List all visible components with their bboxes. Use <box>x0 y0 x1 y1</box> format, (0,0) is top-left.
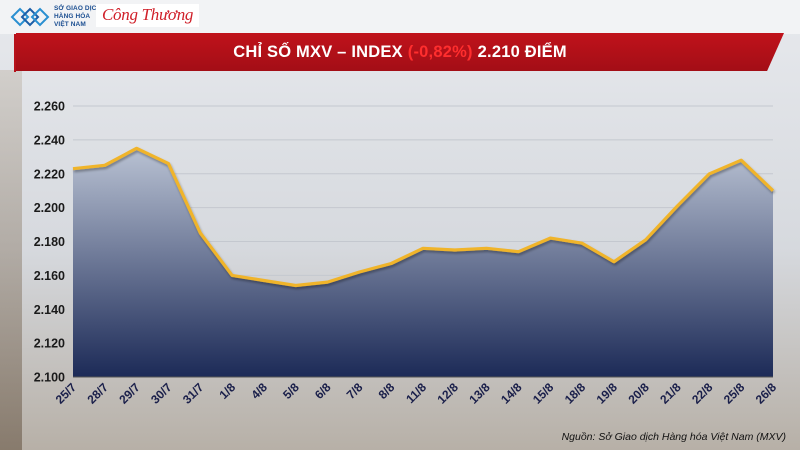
y-axis-ticks: 2.100 2.120 2.140 2.160 2.180 2.200 2.220 2.240… <box>34 100 65 385</box>
x-tick-label: 7/8 <box>344 380 366 402</box>
y-tick-label: 2.140 <box>34 303 65 317</box>
title-suffix: 2.210 ĐIỂM <box>477 42 567 61</box>
y-tick-label: 2.180 <box>34 235 65 249</box>
background-left-strip <box>0 70 22 450</box>
y-tick-label: 2.200 <box>34 201 65 215</box>
mxv-logo-line2: HÀNG HÓA <box>54 13 91 20</box>
mxv-logo-line3: VIỆT NAM <box>54 21 86 28</box>
x-tick-label: 15/8 <box>530 380 557 407</box>
x-tick-label: 14/8 <box>498 380 525 407</box>
y-tick-label: 2.220 <box>34 167 65 181</box>
series-line <box>72 146 775 288</box>
x-tick-label: 30/7 <box>148 380 175 407</box>
x-tick-label: 26/8 <box>753 380 780 407</box>
chart-title: CHỈ SỐ MXV – INDEX (-0,82%) 2.210 ĐIỂM <box>16 33 784 71</box>
x-tick-label: 6/8 <box>312 380 334 402</box>
x-tick-label: 25/8 <box>721 380 748 407</box>
y-tick-label: 2.120 <box>34 337 65 351</box>
x-tick-label: 21/8 <box>657 380 684 407</box>
x-axis-ticks: 25/7 28/7 29/7 30/7 31/7 1/8 4/8 5/8 6/8 7/8 8/8 11… <box>53 380 780 407</box>
mxv-logo-line1: SỞ GIAO DỊCH <box>54 5 102 12</box>
x-tick-label: 20/8 <box>625 380 652 407</box>
x-tick-label: 28/7 <box>85 380 112 407</box>
x-tick-label: 13/8 <box>466 380 493 407</box>
x-tick-label: 4/8 <box>248 380 270 402</box>
title-prefix: CHỈ SỐ MXV – INDEX <box>233 42 403 61</box>
x-tick-label: 29/7 <box>116 380 143 407</box>
congthuong-logo: Công Thương <box>96 4 200 27</box>
y-tick-label: 2.240 <box>34 133 65 147</box>
x-tick-label: 22/8 <box>689 380 716 407</box>
x-tick-label: 8/8 <box>376 380 398 402</box>
source-note: Nguồn: Sở Giao dịch Hàng hóa Việt Nam (M… <box>561 431 786 443</box>
x-tick-label: 12/8 <box>435 380 462 407</box>
x-tick-label: 1/8 <box>217 380 239 402</box>
area-fill <box>73 148 773 377</box>
title-banner: CHỈ SỐ MXV – INDEX (-0,82%) 2.210 ĐIỂM <box>16 33 784 71</box>
x-tick-label: 11/8 <box>403 380 429 406</box>
x-tick-label: 18/8 <box>562 380 589 407</box>
x-tick-label: 31/7 <box>180 380 207 407</box>
y-tick-label: 2.100 <box>34 371 65 385</box>
left-accent-line <box>14 34 16 72</box>
title-change: (-0,82%) <box>407 42 473 61</box>
y-tick-label: 2.260 <box>34 100 65 114</box>
mxv-logo: SỞ GIAO DỊCH HÀNG HÓA VIỆT NAM <box>10 4 101 30</box>
x-tick-label: 5/8 <box>280 380 302 402</box>
y-tick-label: 2.160 <box>34 269 65 283</box>
mxv-logo-text: SỞ GIAO DỊCH HÀNG HÓA VIỆT NAM <box>54 5 101 29</box>
x-tick-label: 19/8 <box>594 380 621 407</box>
mxv-logo-icon <box>10 7 50 27</box>
